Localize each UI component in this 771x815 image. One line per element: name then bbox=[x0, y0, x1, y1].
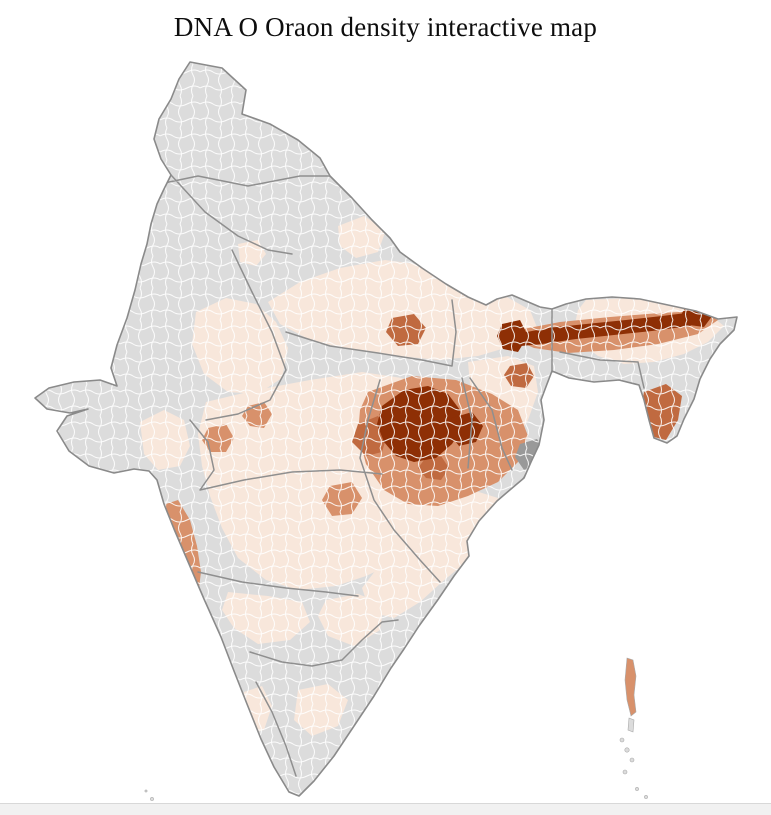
island[interactable] bbox=[619, 737, 625, 743]
island[interactable] bbox=[144, 789, 148, 793]
page-title: DNA O Oraon density interactive map bbox=[173, 12, 598, 42]
island[interactable] bbox=[622, 769, 628, 775]
island[interactable] bbox=[624, 747, 630, 753]
island[interactable] bbox=[624, 657, 637, 717]
island[interactable] bbox=[150, 797, 154, 801]
island[interactable] bbox=[627, 717, 635, 733]
horizontal-scrollbar[interactable] bbox=[0, 803, 771, 815]
state-borders bbox=[149, 174, 645, 777]
island[interactable] bbox=[629, 757, 635, 763]
andaman-nicobar-islands[interactable] bbox=[619, 657, 648, 799]
island[interactable] bbox=[635, 787, 639, 791]
lakshadweep-islands[interactable] bbox=[144, 789, 154, 801]
island[interactable] bbox=[644, 795, 648, 799]
national-border bbox=[34, 61, 738, 797]
